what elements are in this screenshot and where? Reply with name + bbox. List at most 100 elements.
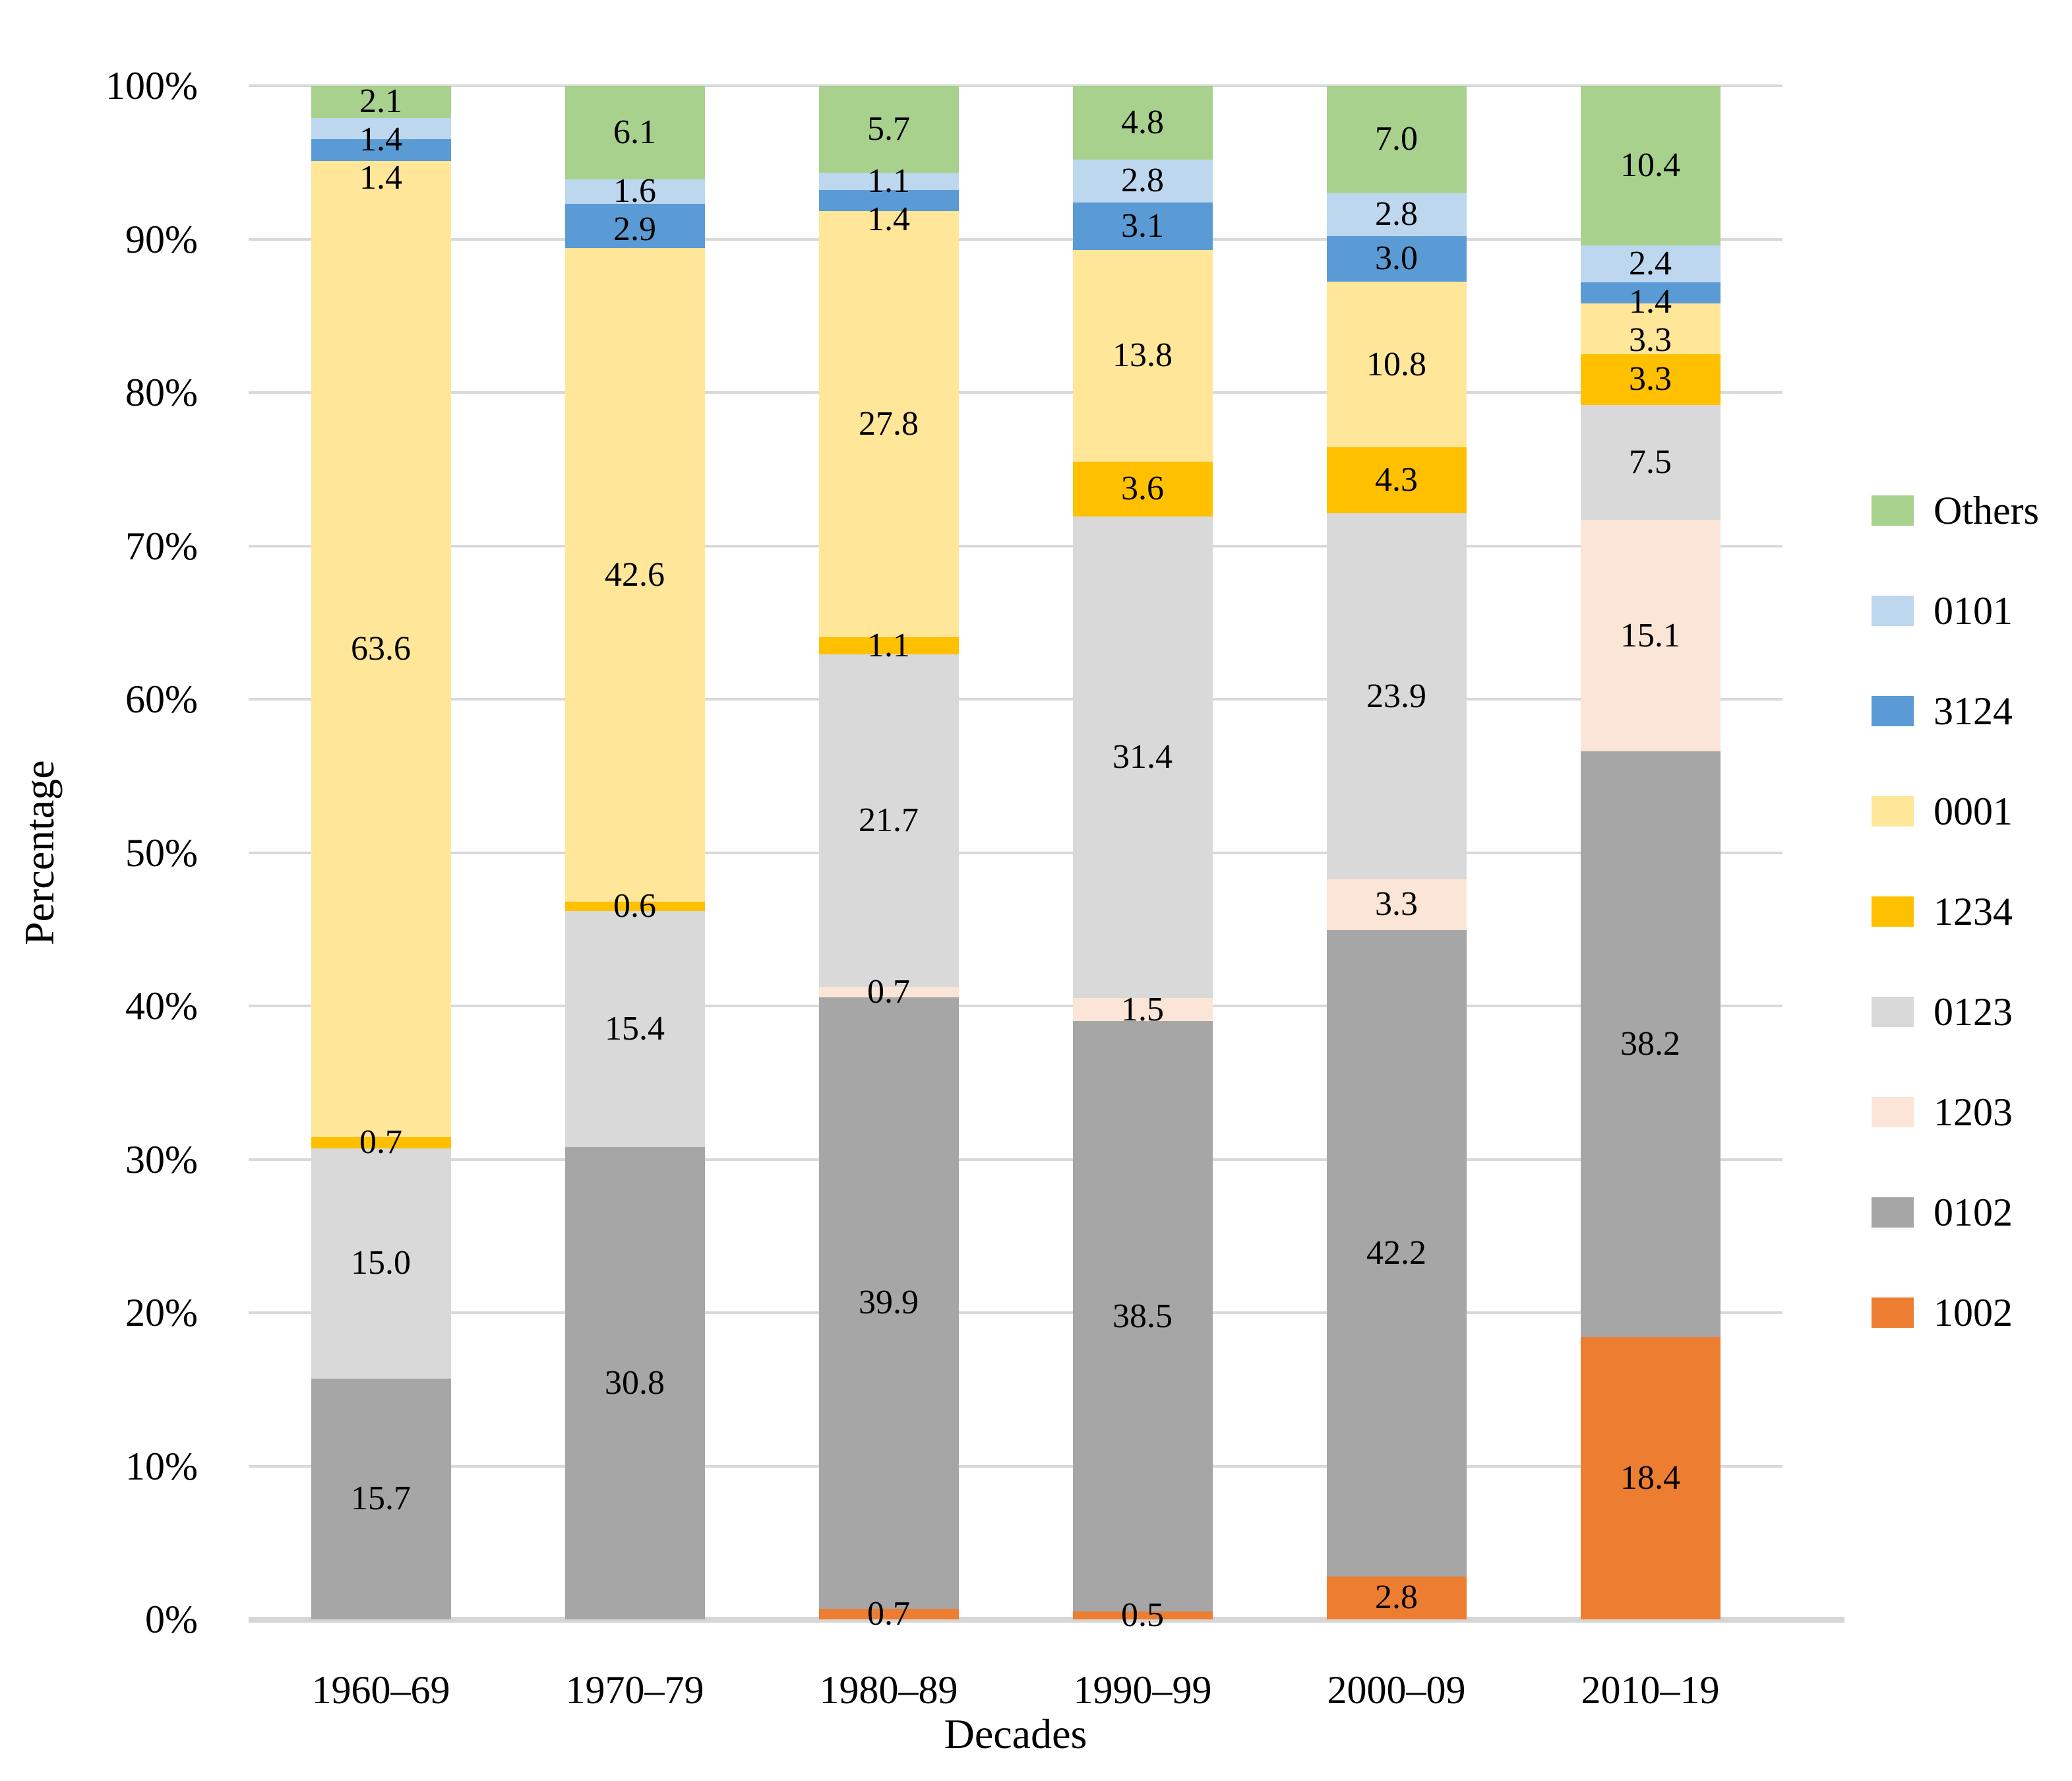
bar-segment-1234 [1580,354,1721,405]
legend-swatch-icon [1872,696,1914,726]
bar-segment-1234 [818,637,959,654]
data-label: 3.6 [1121,470,1164,508]
bar-segment-0123 [818,654,959,987]
data-label: 10.4 [1620,146,1680,184]
legend-swatch-icon [1872,796,1914,827]
bar-segment-0123 [1580,404,1721,520]
bar-segment-1234 [564,901,705,911]
bar-segment-3124 [1326,235,1467,282]
data-label: 0.7 [867,972,910,1011]
bar-segment-0101 [564,179,705,204]
y-tick-label: 20% [125,1291,198,1334]
x-axis-title: Decades [944,1710,1087,1757]
x-tick-label: 1990–99 [1073,1668,1212,1712]
legend-label: 0123 [1934,989,2013,1034]
bar-segment-0001 [1072,249,1213,462]
bar-segment-0102 [1326,929,1467,1577]
data-label: 18.4 [1620,1459,1680,1497]
data-label: 1.4 [359,159,402,197]
y-axis-tick-labels: 0% 10% 20% 30% 40% 50% 60% 70% 80% 90% 100% [0,65,198,1640]
bar-segment-0102 [1580,751,1721,1338]
legend-label: 1002 [1934,1290,2013,1334]
bar-segment-3124 [311,139,451,162]
bar-segment-1234 [1072,461,1213,517]
bar-segment-3124 [1072,202,1213,250]
data-label: 0.5 [1121,1596,1164,1635]
data-label: 1.1 [867,626,910,664]
gridline [249,1464,1783,1468]
bar-segment-1203 [1326,879,1467,930]
legend-item-1203: 1203 [1872,1090,2039,1134]
legend-swatch-icon [1872,1197,1914,1228]
legend-item-0101: 0101 [1872,589,2039,633]
data-label: 38.2 [1620,1025,1680,1063]
legend-label: 0102 [1934,1190,2013,1234]
y-tick-label: 100% [106,64,198,108]
data-label: 15.7 [351,1480,411,1518]
bar-segment-0001 [311,161,451,1138]
y-tick-label: 0% [145,1598,198,1641]
bar-segment-others [564,86,705,179]
data-label: 39.9 [859,1284,919,1322]
data-label: 1.4 [1629,282,1672,321]
gridline [249,237,1783,241]
plot-area: 2.1 1.4 1.4 63.6 0.7 15.0 15.7 1960–69 6.1 1.6 2.9… [249,82,1844,1711]
data-label: 1.6 [613,172,656,210]
data-label: 15.0 [351,1244,411,1282]
legend-swatch-icon [1872,596,1914,626]
data-label: 15.1 [1620,616,1680,654]
data-label: 27.8 [859,405,919,443]
gridline [249,84,1783,87]
bar-segment-0001 [1326,282,1467,448]
x-axis-line [249,1617,1844,1623]
x-tick-label: 2010–19 [1581,1668,1720,1712]
y-tick-label: 10% [125,1444,198,1488]
bar-segment-0101 [818,173,959,190]
x-tick-label: 1980–89 [819,1668,958,1712]
legend-item-0001: 0001 [1872,790,2039,833]
bar-segment-0102 [1072,1021,1213,1612]
data-label: 1.4 [359,121,402,159]
data-label: 2.8 [1375,1578,1418,1617]
data-label: 23.9 [1366,677,1426,715]
bar-segment-others [1326,86,1467,193]
bar-segment-0001 [818,211,959,638]
legend-item-3124: 3124 [1872,689,2039,733]
data-label: 1.5 [1121,990,1164,1028]
data-label: 1.1 [867,162,910,201]
y-tick-label: 70% [125,524,198,568]
bar-segment-0102 [564,1146,705,1619]
data-label: 42.6 [605,555,665,594]
data-label: 3.3 [1629,360,1672,398]
bar-segment-0101 [1326,193,1467,236]
legend-item-others: Others [1872,489,2039,532]
gridline [249,698,1783,701]
data-label: 13.8 [1112,336,1173,375]
bar-segment-1002 [1580,1337,1721,1619]
gridline [249,851,1783,854]
legend-label: 3124 [1934,689,2013,733]
gridline [249,1158,1783,1161]
data-label: 0.7 [867,1594,910,1633]
gridline [249,544,1783,547]
bar-segment-1203 [1580,519,1721,752]
data-label: 2.9 [613,210,656,249]
data-label: 38.5 [1112,1297,1173,1335]
legend-label: Others [1934,488,2039,532]
data-label: 3.0 [1375,239,1418,278]
bar-segment-1002 [1072,1611,1213,1619]
bar-segment-1002 [1326,1576,1467,1619]
bar-segment-1203 [818,986,959,997]
legend-swatch-icon [1872,1097,1914,1127]
data-label: 7.0 [1375,120,1418,158]
y-tick-label: 90% [125,217,198,261]
bar-segment-3124 [564,204,705,249]
legend-swatch-icon [1872,1297,1914,1328]
legend-swatch-icon [1872,495,1914,526]
bar-segment-0101 [1072,159,1213,203]
data-label: 2.4 [1629,244,1672,282]
bar-segment-3124 [1580,282,1721,304]
y-tick-label: 80% [125,371,198,414]
data-label: 2.1 [359,82,402,121]
